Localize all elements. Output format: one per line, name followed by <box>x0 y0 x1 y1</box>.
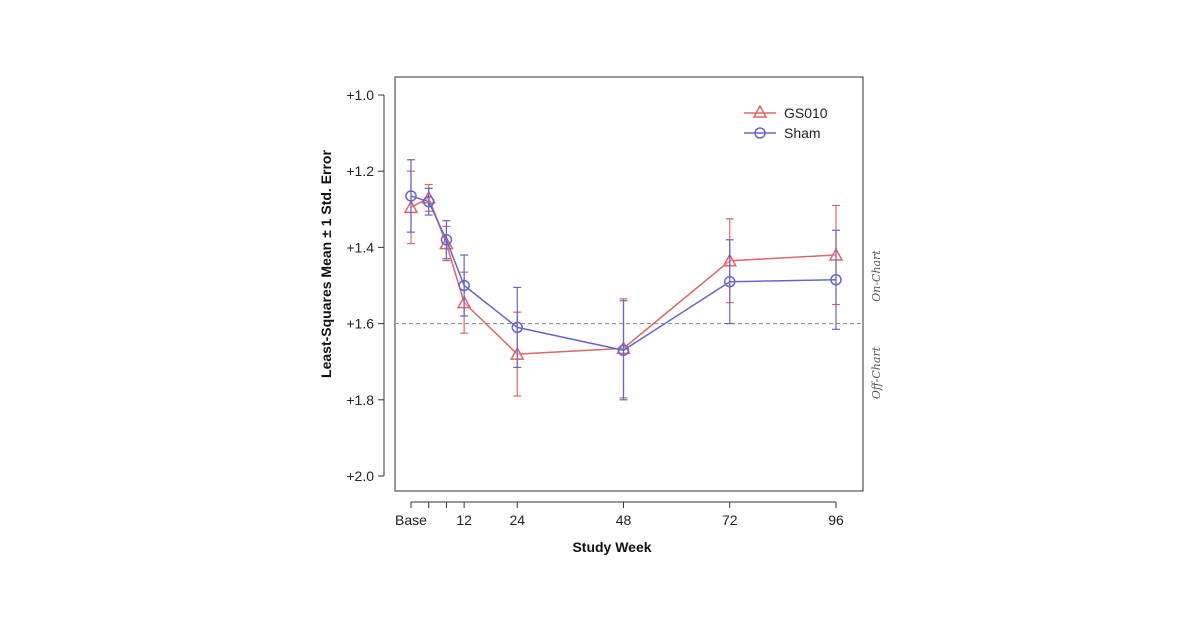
y-tick-label: +1.2 <box>346 163 374 179</box>
data-point-circle <box>617 344 630 357</box>
y-tick-label: +1.8 <box>346 392 374 408</box>
data-point-circle <box>405 190 417 202</box>
off-chart-zone-label: Off-Chart <box>870 346 883 399</box>
data-point-circle <box>458 279 470 292</box>
legend-circle-marker <box>754 127 766 139</box>
y-axis-title: Least-Squares Mean ± 1 Std. Error <box>318 150 334 378</box>
x-tick-label: 72 <box>722 512 738 528</box>
legend: GS010 Sham <box>744 104 828 141</box>
y-axis: +1.0 +1.2 +1.4 +1.6 +1.8 +2.0 <box>346 87 385 484</box>
y-tick-label: +1.0 <box>346 87 374 103</box>
series-layer <box>403 159 844 401</box>
x-tick-label: 12 <box>456 512 472 528</box>
x-tick-label: 96 <box>828 512 844 528</box>
x-tick-label: Base <box>395 512 427 528</box>
x-axis: Base 12 24 48 72 96 <box>395 501 844 528</box>
data-point-circle <box>422 195 435 208</box>
series-sham <box>405 159 842 401</box>
y-tick-label: +1.4 <box>346 239 374 255</box>
series-line <box>410 195 837 352</box>
data-point-circle <box>511 321 523 334</box>
legend-triangle-marker <box>752 104 768 118</box>
x-tick-label: 24 <box>509 512 525 528</box>
legend-label-gs010: GS010 <box>784 105 828 121</box>
data-point-circle <box>440 234 453 246</box>
y-tick-label: +1.6 <box>346 316 374 332</box>
legend-label-sham: Sham <box>784 125 821 141</box>
x-tick-label: 48 <box>616 512 632 528</box>
data-point-circle <box>724 275 736 288</box>
x-axis-title: Study Week <box>572 539 651 555</box>
plot-frame <box>394 76 864 492</box>
y-tick-label: +2.0 <box>346 468 374 484</box>
data-point-circle <box>830 274 842 286</box>
on-chart-zone-label: On-Chart <box>870 250 883 302</box>
